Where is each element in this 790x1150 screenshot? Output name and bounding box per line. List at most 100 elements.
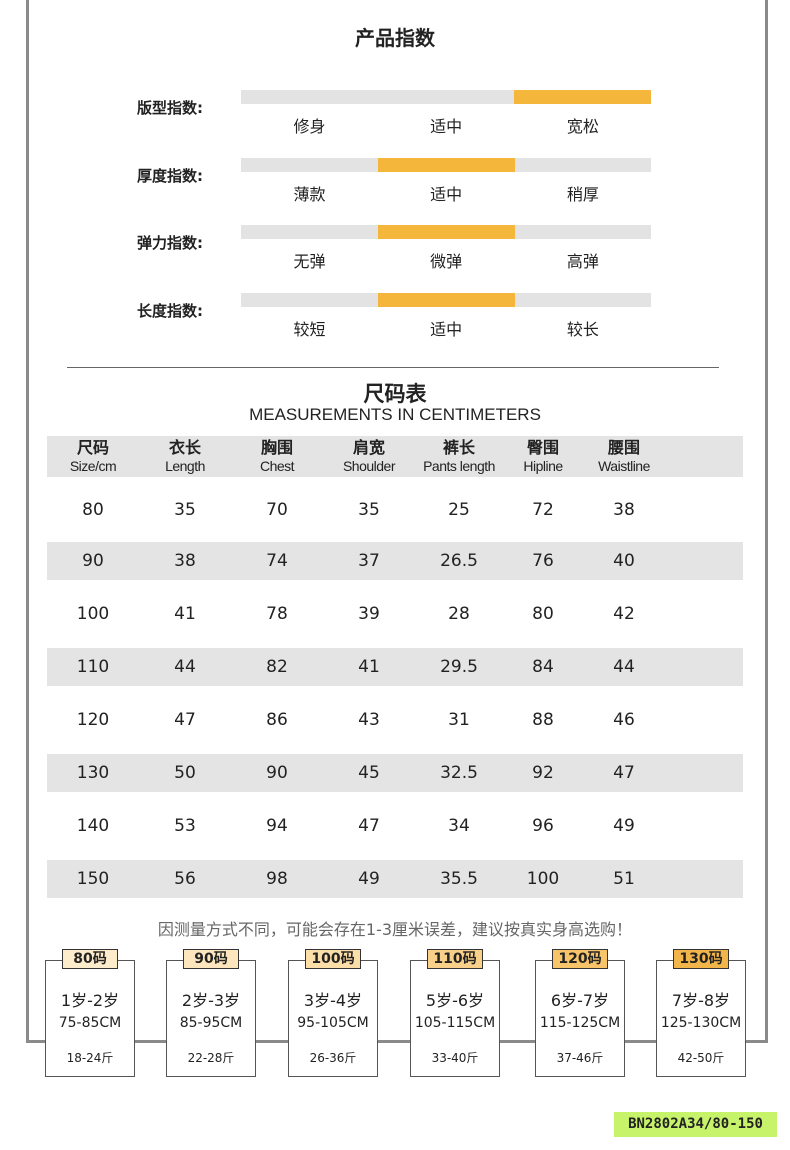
age-range: 7岁-8岁 — [671, 991, 731, 1010]
index-track — [241, 157, 651, 172]
column-header: 衣长 Length — [139, 436, 231, 477]
index-selected-segment — [377, 292, 515, 307]
table-cell: 50 — [139, 754, 231, 792]
index-option: 较短 — [293, 319, 326, 339]
weight-range: 33-40斤 — [431, 1051, 479, 1065]
age-range: 1岁-2岁 — [60, 991, 120, 1010]
table-cell: 44 — [139, 648, 231, 686]
column-header: 腰围 Waistline — [583, 436, 665, 477]
index-track — [241, 90, 652, 104]
table-cell: 41 — [323, 648, 415, 686]
height-range: 85-95CM — [179, 1015, 243, 1031]
table-cell: 84 — [503, 648, 583, 686]
size-tag: 90码 — [183, 949, 239, 969]
column-header: 尺码 Size/cm — [47, 436, 139, 477]
table-cell: 47 — [139, 686, 231, 754]
table-cell: 41 — [139, 580, 231, 648]
index-option: 稍厚 — [566, 184, 599, 204]
table-cell: 110 — [47, 648, 139, 686]
size-card: 110码 5岁-6岁 105-115CM 33-40斤 — [410, 949, 500, 1077]
measurement-note: 因测量方式不同，可能会存在1-3厘米误差，建议按真实身高选购！ — [157, 920, 633, 939]
table-cell: 76 — [503, 542, 583, 580]
age-range: 2岁-3岁 — [181, 991, 241, 1010]
table-cell: 80 — [503, 580, 583, 648]
size-tag: 100码 — [305, 949, 361, 969]
index-option: 无弹 — [293, 252, 326, 271]
table-cell: 32.5 — [415, 754, 503, 792]
size-tag: 110码 — [427, 949, 483, 969]
index-option: 宽松 — [566, 117, 599, 136]
table-cell: 150 — [47, 860, 139, 898]
product-code: BN2802A34/80-150 — [614, 1112, 777, 1137]
table-cell: 80 — [47, 477, 139, 542]
table-cell: 130 — [47, 754, 139, 792]
column-header: 臀围 Hipline — [503, 436, 583, 477]
table-cell: 94 — [231, 792, 323, 860]
weight-range: 37-46斤 — [556, 1051, 604, 1065]
divider — [67, 367, 719, 368]
index-label: 弹力指数: — [137, 234, 203, 252]
table-cell: 38 — [583, 477, 665, 542]
table-cell: 40 — [583, 542, 665, 580]
table-cell: 35 — [139, 477, 231, 542]
weight-range: 26-36斤 — [309, 1051, 357, 1065]
table-cell: 49 — [583, 792, 665, 860]
weight-range: 18-24斤 — [66, 1051, 114, 1065]
table-row: 110 44 82 41 29.5 84 44 — [47, 648, 743, 686]
index-option: 较长 — [566, 319, 599, 339]
table-row: 150 56 98 49 35.5 100 51 — [47, 860, 743, 898]
table-row: 100 41 78 39 28 80 42 — [47, 580, 743, 648]
frame — [26, 0, 768, 1043]
index-option: 适中 — [430, 117, 463, 136]
table-cell: 90 — [47, 542, 139, 580]
table-cell: 38 — [139, 542, 231, 580]
size-card: 130码 7岁-8岁 125-130CM 42-50斤 — [656, 949, 746, 1077]
size-tag: 120码 — [552, 949, 608, 969]
column-header: 肩宽 Shoulder — [323, 436, 415, 477]
table-row: 130 50 90 45 32.5 92 47 — [47, 754, 743, 792]
table-cell: 35.5 — [415, 860, 503, 898]
table-cell: 72 — [503, 477, 583, 542]
height-range: 75-85CM — [58, 1015, 122, 1031]
table-cell: 96 — [503, 792, 583, 860]
index-selected-segment — [377, 157, 515, 172]
table-cell: 100 — [503, 860, 583, 898]
table-row: 80 35 70 35 25 72 38 — [47, 477, 743, 542]
height-range: 125-130CM — [660, 1015, 742, 1031]
table-cell: 43 — [323, 686, 415, 754]
table-cell: 98 — [231, 860, 323, 898]
index-option: 适中 — [430, 184, 463, 204]
index-option: 适中 — [430, 319, 463, 339]
table-cell: 90 — [231, 754, 323, 792]
size-chart-title: 尺码表 — [363, 382, 427, 406]
index-selected-segment — [377, 225, 515, 239]
table-cell: 26.5 — [415, 542, 503, 580]
column-header: 裤长 Pants length — [415, 436, 503, 477]
size-card: 90码 2岁-3岁 85-95CM 22-28斤 — [166, 949, 256, 1077]
table-cell: 34 — [415, 792, 503, 860]
height-range: 115-125CM — [539, 1015, 621, 1031]
table-cell: 86 — [231, 686, 323, 754]
table-cell: 37 — [323, 542, 415, 580]
age-range: 6岁-7岁 — [550, 991, 610, 1010]
height-range: 105-115CM — [414, 1015, 496, 1031]
index-option: 高弹 — [566, 252, 599, 271]
table-cell: 53 — [139, 792, 231, 860]
size-card: 80码 1岁-2岁 75-85CM 18-24斤 — [45, 949, 135, 1077]
table-cell: 51 — [583, 860, 665, 898]
table-cell: 39 — [323, 580, 415, 648]
table-cell: 47 — [583, 754, 665, 792]
table-cell: 100 — [47, 580, 139, 648]
index-option: 修身 — [293, 117, 326, 136]
table-row: 140 53 94 47 34 96 49 — [47, 792, 743, 860]
table-cell: 44 — [583, 648, 665, 686]
table-cell: 42 — [583, 580, 665, 648]
table-cell: 35 — [323, 477, 415, 542]
weight-range: 42-50斤 — [677, 1051, 725, 1065]
age-range: 5岁-6岁 — [425, 991, 485, 1010]
table-row: 90 38 74 37 26.5 76 40 — [47, 542, 743, 580]
product-index-title: 产品指数 — [355, 26, 435, 50]
size-card: 100码 3岁-4岁 95-105CM 26-36斤 — [288, 949, 378, 1077]
header-filler — [665, 436, 743, 477]
size-tag: 80码 — [62, 949, 118, 969]
